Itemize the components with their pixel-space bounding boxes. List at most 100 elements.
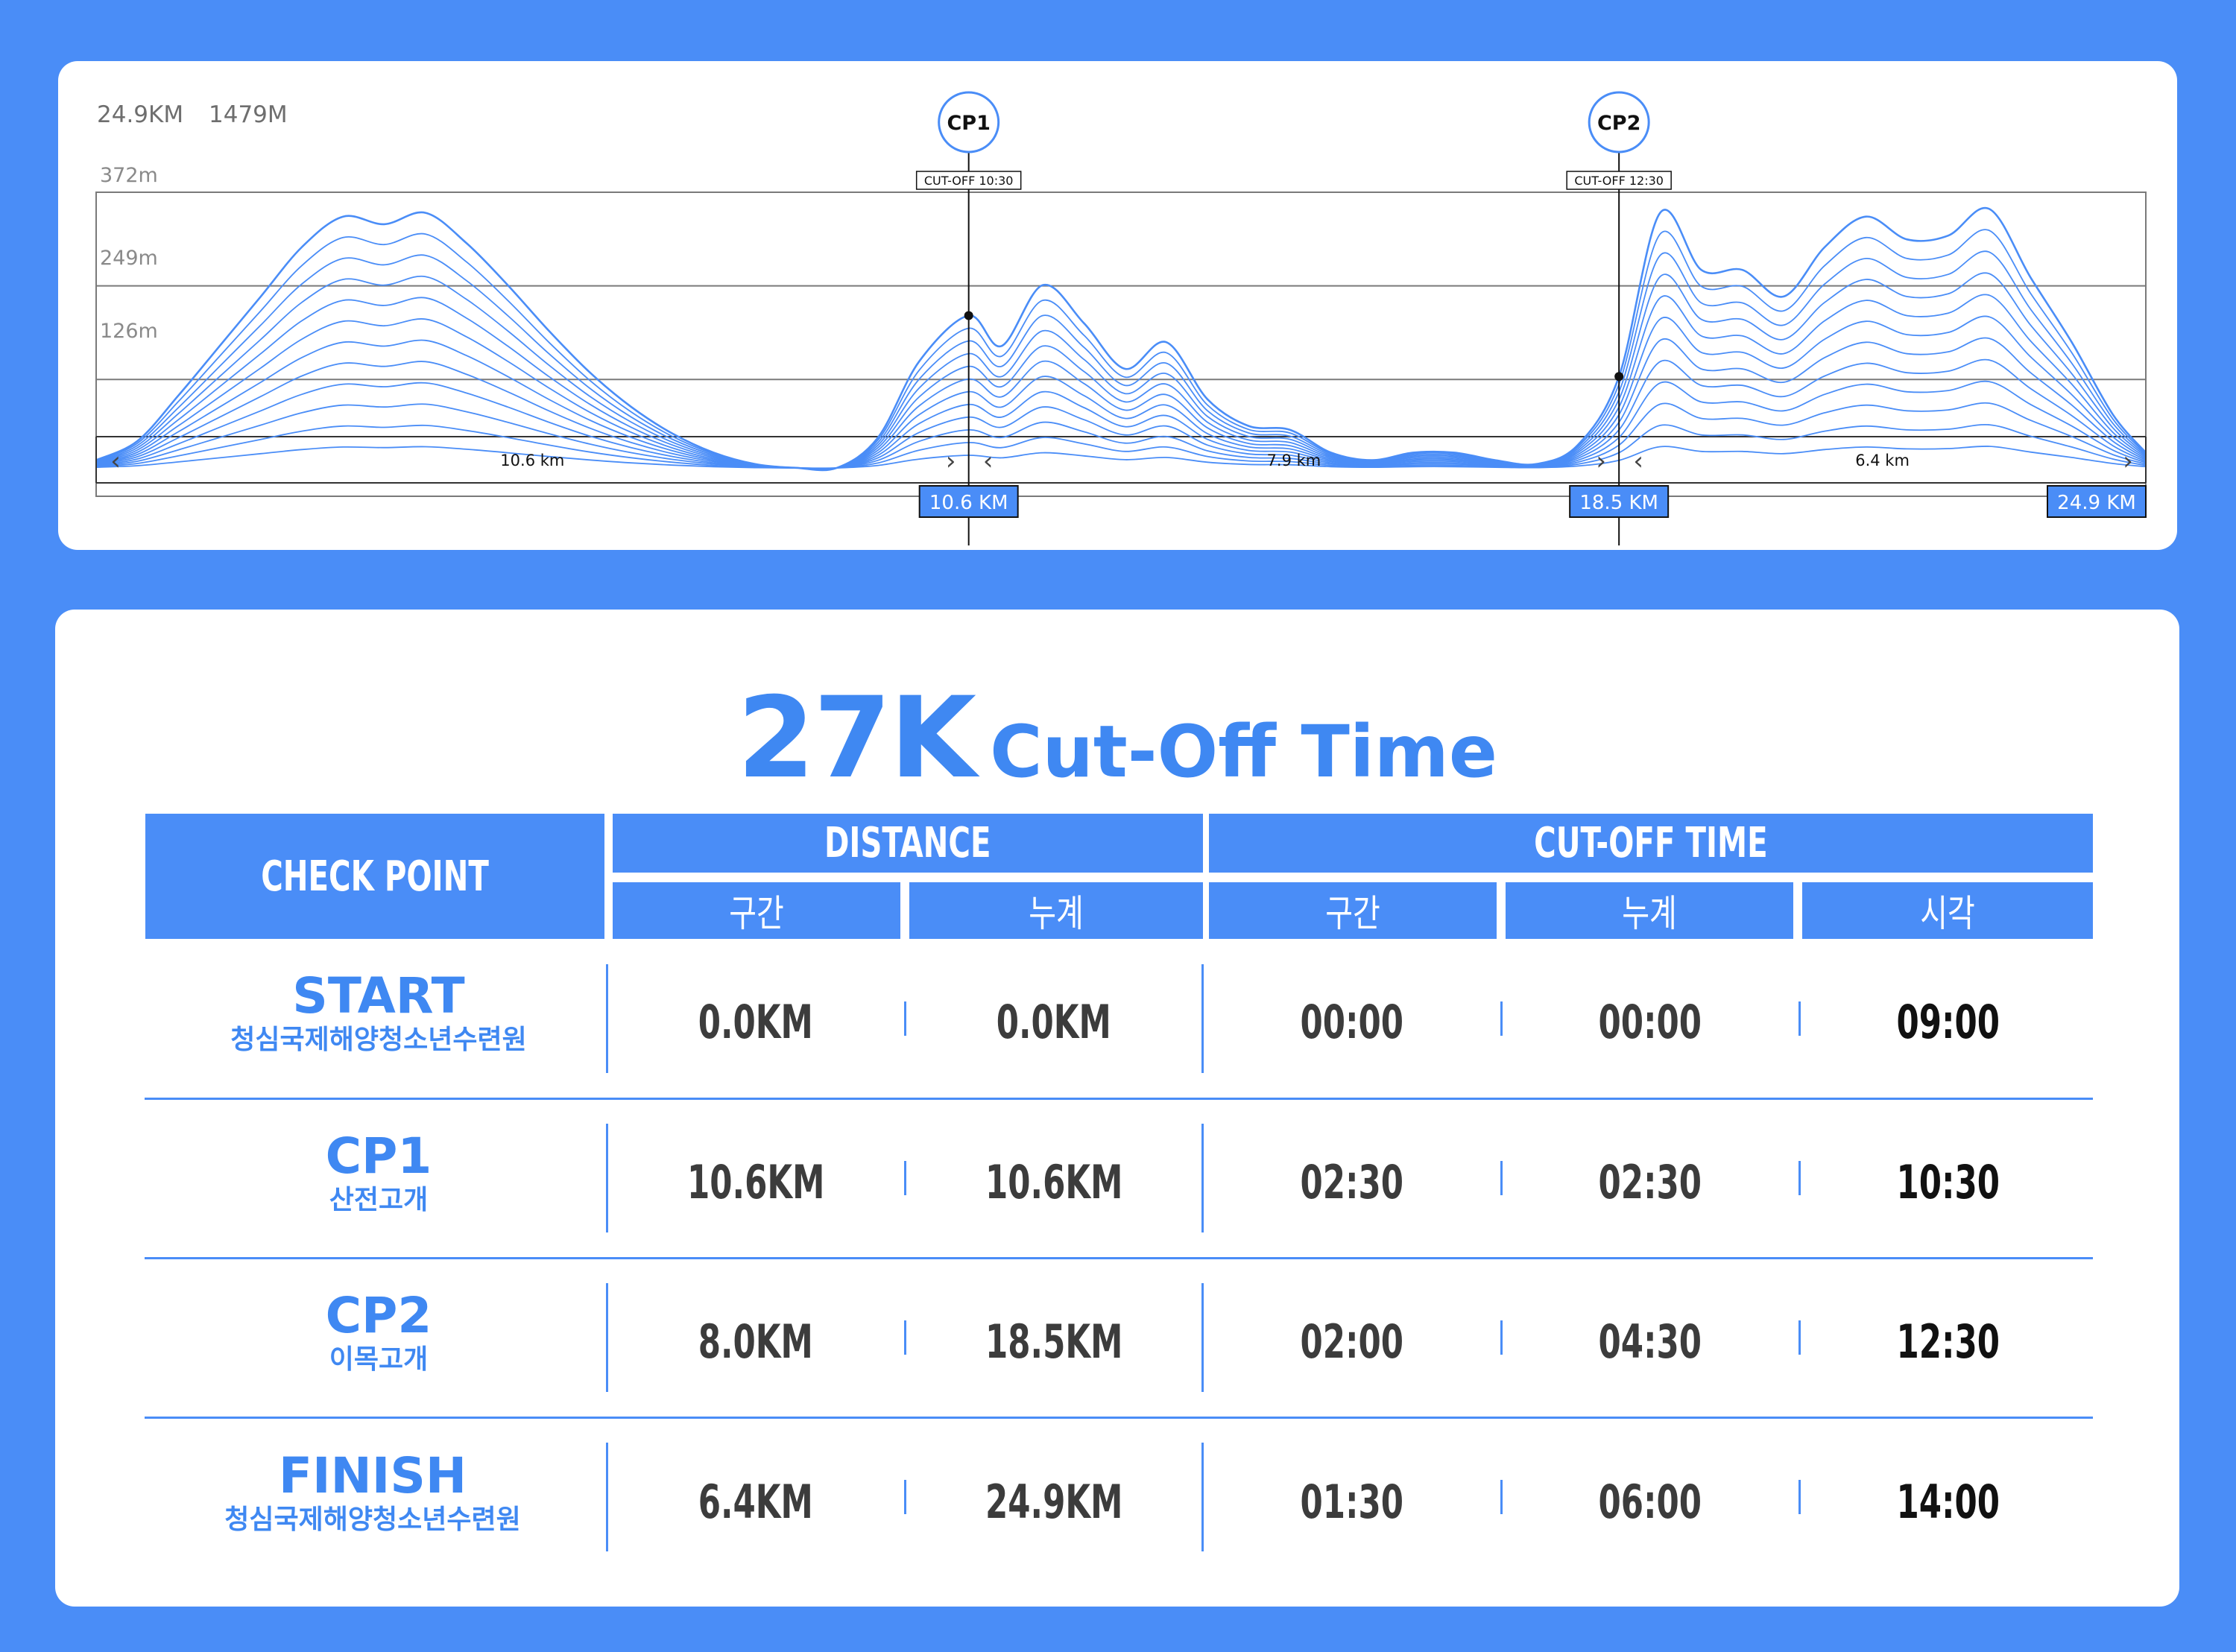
cell-time-total: 00:00 xyxy=(1598,995,1702,1049)
cell-distance-total: 0.0KM xyxy=(996,995,1112,1049)
row-start-label: START 청심국제해양청소년수련원 xyxy=(148,969,610,1057)
elevation-line xyxy=(95,337,2147,470)
chevron-left-icon: ‹ xyxy=(1633,446,1643,476)
km-badge xyxy=(918,485,1019,518)
checkpoint-circle xyxy=(1588,91,1650,154)
elevation-profile-chart: 24.9KM 1479M 372m 249m 126m 10.6 km 7.9 … xyxy=(95,91,2147,545)
cutoff-box xyxy=(1566,171,1672,190)
checkpoint-place: 산전고개 xyxy=(329,1185,429,1215)
elevation-line xyxy=(95,402,2147,469)
header-distance: DISTANCE xyxy=(613,814,1203,873)
row-cp1-label: CP1 산전고개 xyxy=(148,1129,610,1217)
checkpoint-name: FINISH xyxy=(278,1447,467,1504)
altitude-label-top: 372m xyxy=(100,164,158,187)
checkpoint-place: 청심국제해양청소년수련원 xyxy=(230,1025,527,1055)
altitude-label-low: 126m xyxy=(100,320,158,343)
elevation-line xyxy=(95,272,2147,471)
row-cp2-label: CP2 이목고개 xyxy=(148,1288,610,1376)
cell-distance-section: 8.0KM xyxy=(698,1314,814,1369)
km-badge-label: 24.9 KM xyxy=(2057,492,2136,514)
chevron-right-icon: › xyxy=(1596,446,1606,476)
km-badge-label: 10.6 KM xyxy=(929,492,1008,514)
header-time-cumulative: 누계 xyxy=(1506,882,1793,939)
cell-divider xyxy=(904,1161,906,1195)
checkpoint-circle xyxy=(938,91,1000,154)
row-finish-label: FINISH 청심국제해양청소년수련원 xyxy=(142,1449,604,1537)
checkpoint-dot xyxy=(1614,372,1624,382)
cell-time-section: 01:30 xyxy=(1300,1475,1404,1529)
elevation-lines xyxy=(95,206,2147,472)
altitude-label-mid: 249m xyxy=(100,247,158,270)
cell-time-total: 02:30 xyxy=(1598,1155,1702,1209)
segment-arrows: ‹ › ‹ › ‹ › xyxy=(95,437,2147,484)
elevation-line xyxy=(95,294,2147,470)
column-divider xyxy=(1201,1283,1204,1392)
elevation-line xyxy=(95,446,2147,469)
cell-distance-total: 18.5KM xyxy=(985,1314,1123,1369)
title-distance: 27K xyxy=(737,674,976,803)
cell-clock-time: 09:00 xyxy=(1896,995,2000,1049)
cutoff-label: CUT-OFF 10:30 xyxy=(924,174,1014,188)
column-divider xyxy=(606,964,608,1073)
cell-distance-section: 10.6KM xyxy=(686,1155,825,1209)
cell-divider xyxy=(904,1320,906,1355)
elevation-line xyxy=(95,423,2147,469)
cell-time-section: 02:00 xyxy=(1300,1314,1404,1369)
cell-distance-section: 6.4KM xyxy=(698,1475,814,1529)
row-divider xyxy=(145,1257,2093,1259)
segment-distance-1: 10.6 km xyxy=(500,452,564,469)
cell-clock-time: 12:30 xyxy=(1896,1314,2000,1369)
elevation-line xyxy=(95,358,2147,470)
table-title: 27K Cut-Off Time xyxy=(55,674,2179,803)
checkpoint-name: CP2 xyxy=(325,1287,432,1344)
column-divider xyxy=(606,1124,608,1232)
checkpoint-label: CP2 xyxy=(1597,112,1640,135)
checkpoint-dot xyxy=(964,311,973,320)
elevation-line xyxy=(95,380,2147,469)
cell-divider xyxy=(1500,1320,1503,1355)
column-divider xyxy=(1201,964,1204,1073)
cell-divider xyxy=(1500,1001,1503,1036)
cell-divider xyxy=(1798,1161,1801,1195)
cell-clock-time: 10:30 xyxy=(1896,1155,2000,1209)
km-badges: 10.6 KM 18.5 KM 24.9 KM xyxy=(918,485,2147,518)
column-divider xyxy=(606,1443,608,1551)
total-distance: 24.9KM xyxy=(97,101,183,128)
cell-distance-total: 24.9KM xyxy=(985,1475,1123,1529)
chevron-left-icon: ‹ xyxy=(983,446,994,476)
cell-divider xyxy=(1798,1001,1801,1036)
cutoff-label: CUT-OFF 12:30 xyxy=(1574,174,1664,188)
cell-time-total: 06:00 xyxy=(1598,1475,1702,1529)
elevation-line xyxy=(95,229,2147,471)
cutoff-box xyxy=(915,171,1022,190)
checkpoint-place: 이목고개 xyxy=(329,1344,429,1375)
cell-time-total: 04:30 xyxy=(1598,1314,1702,1369)
cell-time-section: 00:00 xyxy=(1300,995,1404,1049)
cell-time-section: 02:30 xyxy=(1300,1155,1404,1209)
header-distance-section: 구간 xyxy=(613,882,900,939)
checkpoint-markers: CP1 CUT-OFF 10:30 CP2 CUT-OFF 12:30 xyxy=(915,91,1672,545)
column-divider xyxy=(1201,1124,1204,1232)
header-cutoff-time: CUT-OFF TIME xyxy=(1209,814,2093,873)
km-badge-label: 18.5 KM xyxy=(1579,492,1658,514)
header-time-section: 구간 xyxy=(1209,882,1497,939)
cell-divider xyxy=(1798,1480,1801,1514)
km-badge xyxy=(1569,485,1670,518)
column-divider xyxy=(606,1283,608,1392)
cell-divider xyxy=(904,1001,906,1036)
chevron-right-icon: › xyxy=(946,446,956,476)
cell-divider xyxy=(1500,1480,1503,1514)
cutoff-table-panel: 27K Cut-Off Time CHECK POINT DISTANCE CUT… xyxy=(55,610,2179,1607)
total-ascent: 1479M xyxy=(209,101,288,128)
checkpoint-place: 청심국제해양청소년수련원 xyxy=(224,1504,521,1535)
title-text: Cut-Off Time xyxy=(990,710,1497,794)
cell-distance-section: 0.0KM xyxy=(698,995,814,1049)
header-distance-cumulative: 누계 xyxy=(909,882,1203,939)
header-check-point: CHECK POINT xyxy=(145,814,604,939)
header-clock-time: 시각 xyxy=(1802,882,2093,939)
segment-distance-2: 7.9 km xyxy=(1267,452,1321,469)
chevron-left-icon: ‹ xyxy=(110,446,121,476)
checkpoint-label: CP1 xyxy=(947,112,990,135)
row-divider xyxy=(145,1417,2093,1419)
plot-frame xyxy=(95,192,2147,497)
